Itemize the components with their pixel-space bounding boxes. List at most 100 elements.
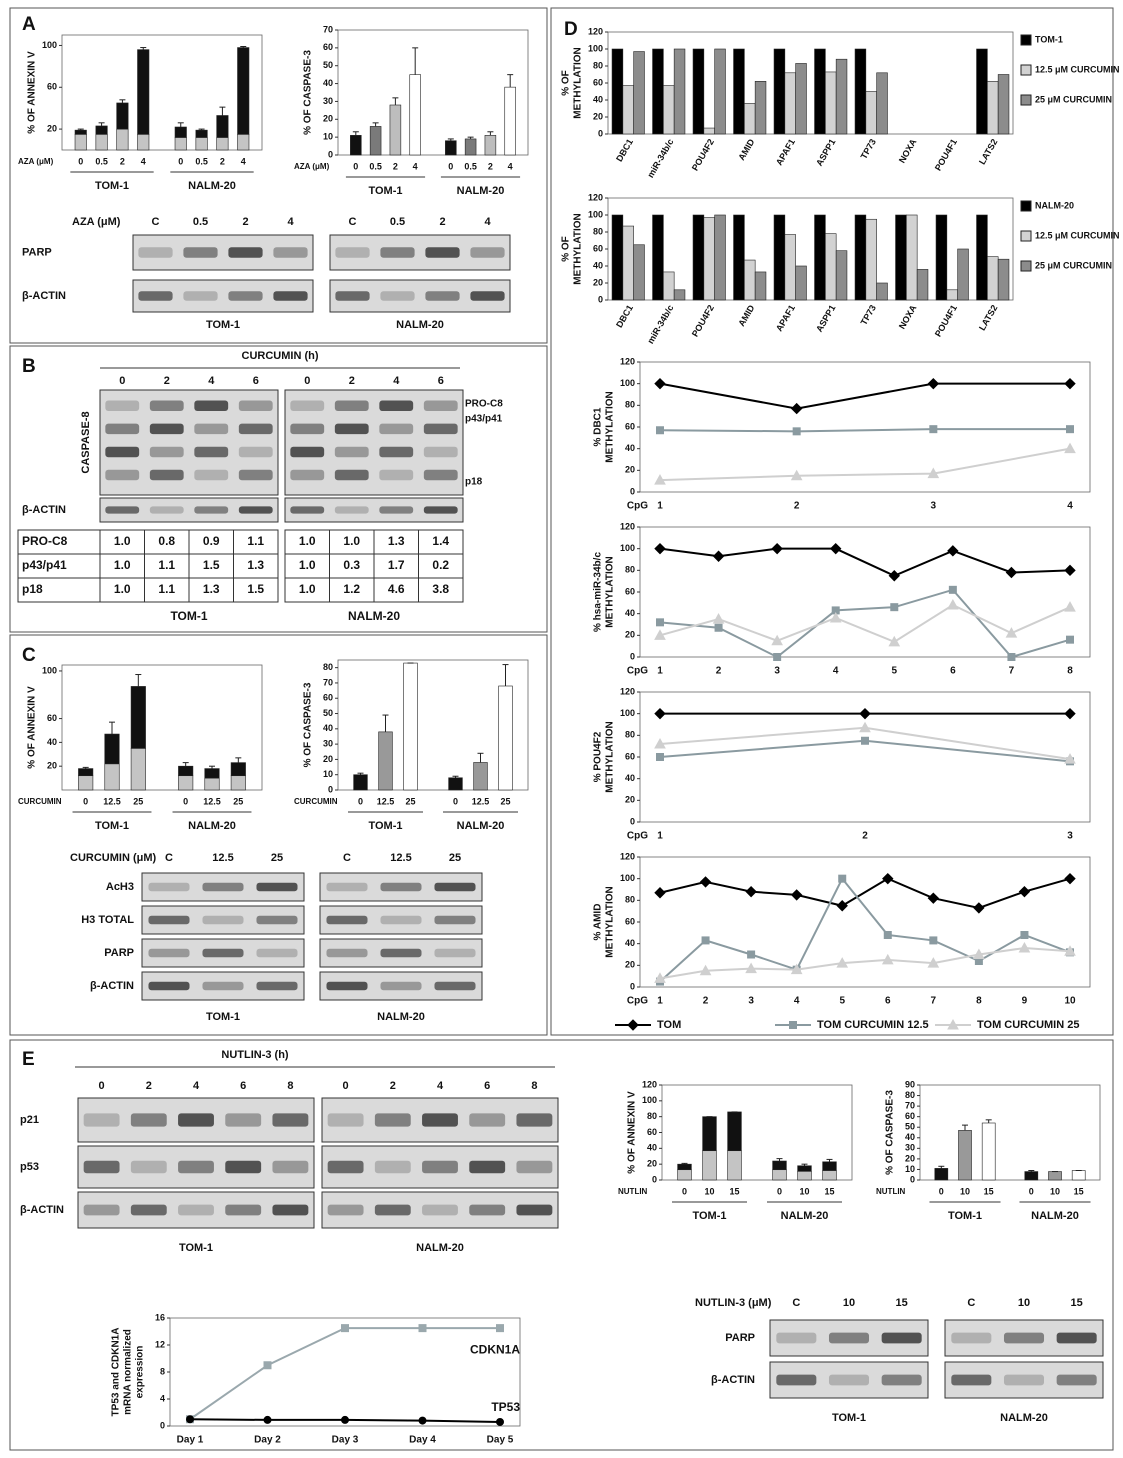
bar	[75, 130, 86, 134]
band	[328, 1205, 364, 1216]
y-tick-label: 40	[593, 260, 603, 270]
x-tick-label: 2	[393, 161, 398, 171]
band	[326, 916, 367, 924]
group-label: TOM-1	[170, 609, 207, 623]
lane-label: 0	[343, 1080, 349, 1092]
bar	[866, 219, 877, 300]
bar	[485, 135, 496, 155]
x-tick-label: TP73	[859, 137, 878, 161]
band	[194, 401, 228, 412]
lane-label: 0.5	[193, 216, 208, 228]
y-tick-label: 80	[625, 730, 635, 740]
x-tick-label: 0.5	[464, 161, 477, 171]
band	[1057, 1375, 1097, 1386]
marker	[884, 932, 891, 939]
lane-label: 8	[287, 1080, 293, 1092]
table-value: 1.0	[114, 534, 131, 548]
x-tick-label: 0	[453, 796, 458, 806]
lane-label: 0	[99, 1080, 105, 1092]
y-tick-label: 40	[323, 78, 333, 88]
bar	[390, 105, 401, 155]
band	[335, 506, 369, 513]
marker	[790, 1022, 797, 1029]
band	[380, 247, 414, 258]
y-axis-label: % OF	[561, 70, 572, 96]
x-tick-label: 0	[178, 156, 183, 166]
x-tick-label: DBC1	[614, 303, 635, 329]
legend-label: TOM CURCUMIN 25	[977, 1019, 1079, 1031]
band	[84, 1205, 120, 1216]
marker	[628, 1020, 638, 1030]
band	[105, 447, 139, 458]
lane-label: 0	[119, 375, 125, 387]
marker	[793, 428, 800, 435]
y-tick-label: 120	[588, 26, 603, 36]
y-tick-label: 100	[620, 708, 635, 718]
bar	[96, 126, 107, 134]
y-axis-label: METHYLATION	[573, 47, 584, 118]
x-tick-label: 0	[78, 156, 83, 166]
panel-letter: B	[22, 356, 36, 377]
x-tick-label: POU4F1	[933, 137, 959, 172]
marker	[187, 1416, 194, 1423]
bar	[825, 72, 836, 134]
y-axis-label: % POU4F2	[593, 731, 604, 782]
x-tick-label: Day 5	[487, 1435, 514, 1446]
bar	[410, 75, 421, 155]
band	[379, 401, 413, 412]
y-tick-label: 16	[155, 1312, 165, 1322]
lane-label: C	[165, 852, 173, 864]
band	[380, 949, 421, 957]
band	[951, 1333, 991, 1344]
band	[470, 247, 504, 258]
y-axis-label: % OF	[561, 236, 572, 262]
bar	[917, 269, 928, 300]
bar	[866, 92, 877, 135]
x-tick-label: NOXA	[897, 137, 919, 165]
bar	[877, 73, 888, 134]
plot-area	[62, 35, 262, 150]
legend-label: NALM-20	[1035, 200, 1074, 210]
x-tick-label: 15	[729, 1186, 739, 1196]
band	[272, 1205, 308, 1216]
row-label: p43/p41	[22, 558, 67, 572]
x-tick-label: miR-34b/c	[645, 303, 675, 345]
marker	[342, 1416, 349, 1423]
y-tick-label: 4	[160, 1393, 165, 1403]
bar	[131, 748, 145, 790]
bar	[105, 734, 119, 764]
lane-label: 25	[271, 852, 283, 864]
y-tick-label: 20	[625, 630, 635, 640]
y-tick-label: 30	[323, 738, 333, 748]
band	[178, 1113, 214, 1126]
group-label: NALM-20	[1000, 1412, 1048, 1424]
x-axis-label: NUTLIN	[876, 1187, 906, 1196]
band	[335, 247, 369, 258]
marker	[1067, 426, 1074, 433]
figure: A B C D E 2060100% OF ANNEXIN V00.52400.…	[0, 0, 1123, 1458]
bar	[634, 245, 645, 300]
band-label: PRO-C8	[465, 399, 503, 410]
bar	[823, 1162, 837, 1171]
y-tick-label: 40	[625, 443, 635, 453]
band	[425, 247, 459, 258]
band	[422, 1205, 458, 1216]
y-axis-label: METHYLATION	[605, 556, 616, 627]
lane-label: C	[967, 1297, 975, 1309]
band	[225, 1113, 261, 1126]
band	[84, 1161, 120, 1174]
y-axis-label: TP53 and CDKN1A	[111, 1328, 122, 1417]
bar	[958, 1130, 971, 1180]
bar	[796, 266, 807, 300]
group-label: NALM-20	[188, 820, 236, 832]
x-tick-label: 12.5	[203, 796, 221, 806]
band	[194, 506, 228, 513]
band	[776, 1333, 816, 1344]
y-axis-label: % OF CASPASE-3	[885, 1090, 896, 1175]
x-tick-label: 4	[241, 156, 246, 166]
lane-label: 6	[484, 1080, 490, 1092]
lane-label: 12.5	[390, 852, 411, 864]
bar	[379, 732, 393, 790]
bar	[703, 1117, 717, 1151]
row-label: p18	[22, 582, 43, 596]
